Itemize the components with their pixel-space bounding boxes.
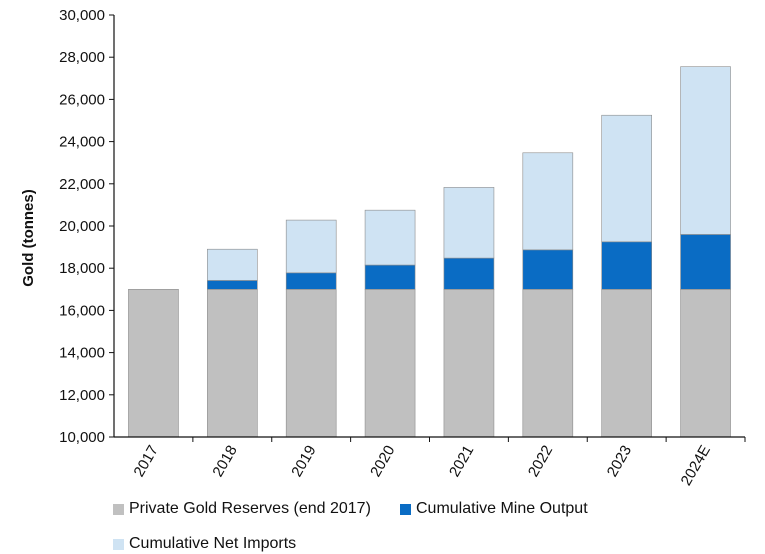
x-tick-label-2021: 2021 (446, 443, 477, 480)
bar-2018-series-2 (207, 248, 258, 281)
bar-2020-series-2 (364, 209, 416, 266)
bar-2017-series-0 (128, 288, 179, 438)
bar-2024e-series-1 (680, 234, 731, 290)
y-tick-label: 24,000 (59, 134, 105, 151)
legend-label-private-reserves: Private Gold Reserves (end 2017) (129, 500, 371, 517)
y-tick-label: 20,000 (59, 218, 105, 235)
legend-label-net-imports: Cumulative Net Imports (129, 535, 297, 552)
x-tick-label-2018: 2018 (209, 443, 240, 480)
y-tick-label: 10,000 (59, 429, 105, 446)
x-tick-label-2019: 2019 (288, 443, 319, 480)
bar-2022-series-0 (522, 288, 574, 438)
bar-2021-series-2 (443, 187, 495, 259)
legend-label-mine-output: Cumulative Mine Output (416, 500, 588, 517)
bars-group (128, 66, 731, 438)
x-tick-label-2017: 2017 (130, 443, 161, 480)
legend-item-net-imports: Cumulative Net Imports (113, 535, 296, 553)
y-tick-label: 18,000 (59, 260, 105, 277)
x-tick-label-2024e: 2024E (678, 443, 714, 489)
bar-2021-series-0 (443, 288, 495, 438)
bar-2023-series-0 (601, 288, 652, 438)
bar-2024e-series-2 (680, 66, 731, 235)
y-tick-label: 14,000 (59, 345, 105, 362)
y-tick-label: 12,000 (59, 387, 105, 404)
bar-2024e-series-0 (680, 288, 731, 438)
bar-2020-series-1 (364, 264, 416, 290)
bar-2018-series-0 (207, 288, 258, 438)
legend-swatch-mine-output (400, 503, 411, 515)
legend-swatch-private-reserves (113, 503, 124, 515)
y-tick-label: 28,000 (59, 49, 105, 66)
bar-2019-series-2 (285, 219, 337, 274)
y-axis: 10,000 12,000 14,000 16,000 18,000 20,000 22,0… (59, 7, 115, 446)
bar-2020-series-0 (364, 288, 416, 438)
bar-2021-series-1 (443, 257, 495, 290)
x-tick-label-2020: 2020 (367, 443, 398, 480)
x-tick-label-2023: 2023 (604, 443, 635, 480)
y-tick-label: 26,000 (59, 91, 105, 108)
legend-item-mine-output: Cumulative Mine Output (400, 500, 588, 518)
x-axis: 2017 2018 2019 2020 2021 2022 2023 2024E (114, 436, 746, 489)
y-tick-label: 16,000 (59, 302, 105, 319)
legend-item-private-reserves: Private Gold Reserves (end 2017) (113, 500, 371, 518)
bar-2019-series-0 (285, 288, 337, 438)
bar-2022-series-2 (522, 152, 574, 251)
bar-2022-series-1 (522, 249, 574, 290)
bar-2023-series-1 (601, 241, 652, 290)
y-axis-label: Gold (tonnes) (20, 189, 37, 287)
bar-2018-series-1 (207, 280, 258, 290)
y-tick-label: 22,000 (59, 176, 105, 193)
x-tick-label-2022: 2022 (525, 443, 556, 480)
y-tick-label: 30,000 (59, 7, 105, 24)
bar-2019-series-1 (285, 272, 337, 290)
legend-swatch-net-imports (113, 538, 124, 550)
bar-2023-series-2 (601, 114, 652, 243)
